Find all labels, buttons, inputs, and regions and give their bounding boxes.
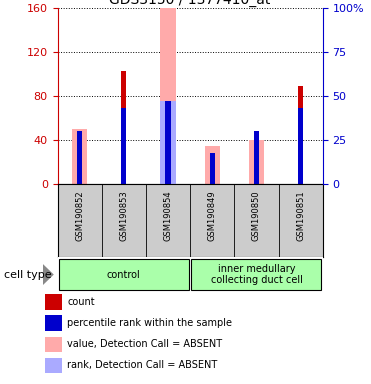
Bar [165, 101, 171, 184]
Text: GSM190851: GSM190851 [296, 190, 305, 241]
Bar [45, 358, 62, 373]
Bar [254, 131, 259, 184]
Text: GSM190852: GSM190852 [75, 190, 84, 241]
FancyBboxPatch shape [191, 259, 321, 290]
Text: percentile rank within the sample: percentile rank within the sample [68, 318, 232, 328]
FancyBboxPatch shape [59, 259, 189, 290]
Text: control: control [107, 270, 141, 280]
Bar [204, 146, 220, 184]
Bar [72, 129, 87, 184]
Bar [77, 131, 82, 184]
Bar [298, 86, 303, 184]
Polygon shape [43, 264, 54, 285]
Text: cell type: cell type [4, 270, 51, 280]
Text: GSM190853: GSM190853 [119, 190, 128, 241]
Bar [160, 101, 176, 184]
Bar [249, 140, 264, 184]
Text: inner medullary
collecting duct cell: inner medullary collecting duct cell [210, 264, 302, 285]
Bar [121, 108, 127, 184]
Bar [160, 8, 176, 184]
Text: GSM190854: GSM190854 [164, 190, 173, 241]
Bar [45, 337, 62, 352]
Bar [298, 108, 303, 184]
Text: GSM190850: GSM190850 [252, 190, 261, 241]
Text: count: count [68, 297, 95, 307]
Bar [210, 152, 215, 184]
Bar [45, 316, 62, 331]
Text: value, Detection Call = ABSENT: value, Detection Call = ABSENT [68, 339, 223, 349]
Bar [121, 71, 127, 184]
Bar [45, 295, 62, 310]
Title: GDS3150 / 1377410_at: GDS3150 / 1377410_at [109, 0, 271, 7]
Text: rank, Detection Call = ABSENT: rank, Detection Call = ABSENT [68, 360, 217, 370]
Text: GSM190849: GSM190849 [208, 190, 217, 241]
